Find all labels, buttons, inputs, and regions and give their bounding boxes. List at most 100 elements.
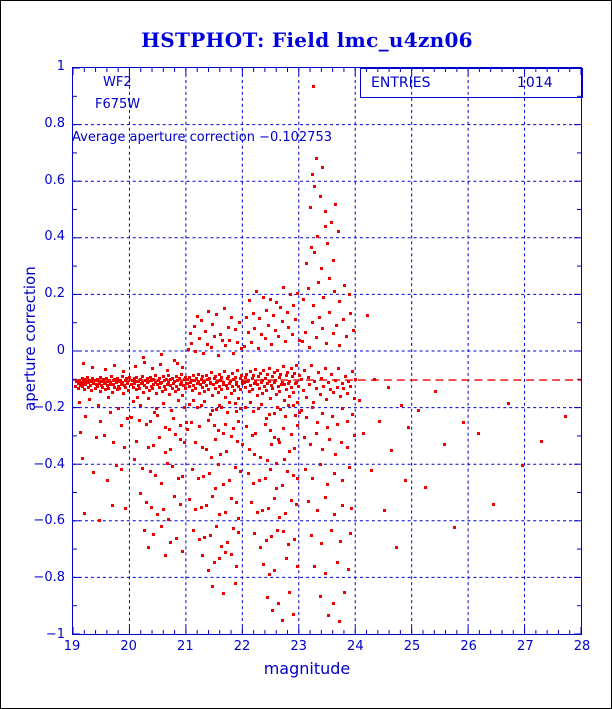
x-axis-title: magnitude <box>263 659 351 678</box>
data-point <box>154 374 158 378</box>
data-point <box>104 377 108 381</box>
data-point <box>276 385 280 389</box>
data-point <box>135 376 139 380</box>
data-point <box>311 400 315 404</box>
data-point <box>98 380 102 384</box>
data-point <box>226 411 230 415</box>
data-point <box>127 375 131 379</box>
data-point <box>192 528 196 532</box>
data-point <box>142 391 146 395</box>
data-point <box>352 397 356 400</box>
data-point <box>244 315 248 319</box>
data-point <box>312 251 316 255</box>
data-point <box>212 377 216 381</box>
data-point <box>86 375 90 379</box>
data-point <box>176 388 180 392</box>
data-point <box>234 327 238 331</box>
data-point <box>219 452 223 456</box>
data-point <box>240 374 244 377</box>
data-point <box>302 298 306 302</box>
data-point <box>274 486 278 490</box>
data-point <box>149 420 153 423</box>
data-point <box>141 356 145 360</box>
data-point <box>220 405 224 409</box>
data-point <box>346 446 350 450</box>
data-point <box>461 421 465 425</box>
data-point <box>295 565 299 569</box>
x-tick-label: 20 <box>120 639 137 654</box>
data-point <box>342 387 346 391</box>
data-point <box>89 383 92 387</box>
data-point <box>161 507 165 511</box>
data-point <box>218 513 222 517</box>
data-point <box>186 377 190 381</box>
data-point <box>335 560 339 564</box>
data-point <box>200 386 204 390</box>
data-point <box>196 477 200 481</box>
data-point <box>207 309 211 313</box>
data-point <box>138 492 142 496</box>
data-point <box>210 371 214 375</box>
data-point <box>177 398 181 402</box>
data-point <box>340 441 344 445</box>
data-point <box>97 519 101 523</box>
data-point <box>78 383 82 387</box>
data-point <box>201 446 205 450</box>
data-point <box>193 387 197 391</box>
data-point <box>320 412 324 416</box>
data-point <box>81 385 85 389</box>
data-point <box>76 382 80 386</box>
data-point <box>141 466 145 470</box>
data-point <box>335 385 339 389</box>
data-point <box>82 361 86 365</box>
scatter-plot-area[interactable]: WF2 F675W Average aperture correction −0… <box>72 67 583 635</box>
data-point <box>205 448 209 452</box>
data-point <box>310 405 314 409</box>
data-point <box>194 376 198 380</box>
data-point <box>184 420 188 424</box>
data-point <box>131 386 135 390</box>
data-point <box>235 500 239 504</box>
y-tick-label: 0.2 <box>44 286 65 302</box>
data-point <box>227 374 231 378</box>
data-point <box>230 316 234 320</box>
data-point <box>321 165 325 169</box>
data-point <box>239 469 243 473</box>
data-point <box>226 326 230 329</box>
data-point <box>120 382 124 386</box>
data-point <box>346 568 350 572</box>
data-point <box>91 470 95 474</box>
data-point <box>226 540 230 544</box>
data-point <box>279 382 283 386</box>
data-point <box>146 380 150 384</box>
data-point <box>321 326 325 330</box>
data-point <box>283 512 287 516</box>
data-point <box>294 414 298 418</box>
data-point <box>314 157 318 161</box>
data-point <box>312 85 316 89</box>
data-point <box>276 368 279 372</box>
data-point <box>294 380 298 384</box>
data-point <box>96 377 100 381</box>
data-point <box>259 380 263 384</box>
data-point <box>260 333 264 337</box>
data-point <box>273 328 277 332</box>
data-point <box>386 385 390 389</box>
data-point <box>174 390 177 394</box>
data-point <box>94 436 98 440</box>
data-point <box>341 318 345 322</box>
data-point <box>136 384 140 388</box>
data-point <box>231 427 235 431</box>
data-point <box>157 385 161 389</box>
data-point <box>216 463 220 467</box>
data-point <box>262 384 266 388</box>
data-point <box>251 387 255 391</box>
data-point <box>223 370 227 374</box>
data-point <box>197 537 201 541</box>
data-point <box>145 377 149 381</box>
data-point <box>150 367 154 371</box>
data-point <box>218 333 222 337</box>
data-point <box>201 375 205 379</box>
data-point <box>256 346 260 350</box>
data-point <box>307 287 311 291</box>
